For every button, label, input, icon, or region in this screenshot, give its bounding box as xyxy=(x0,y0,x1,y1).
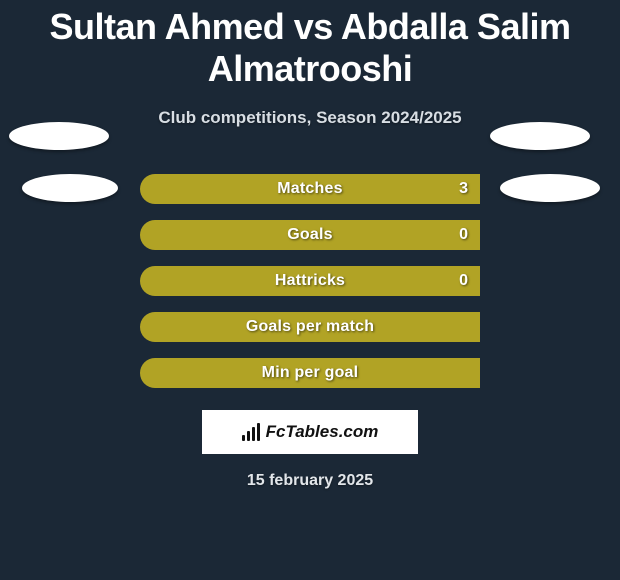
stat-label: Matches xyxy=(140,174,480,204)
stat-bar: Matches3 xyxy=(140,174,480,204)
stat-row: Min per goal xyxy=(0,350,620,396)
stat-row: Goals0 xyxy=(0,212,620,258)
stat-value: 3 xyxy=(459,174,468,204)
decorative-oval xyxy=(9,122,109,150)
brand-text: FcTables.com xyxy=(266,422,379,442)
stat-label: Goals xyxy=(140,220,480,250)
stat-value: 0 xyxy=(459,266,468,296)
decorative-oval xyxy=(22,174,118,202)
date-text: 15 february 2025 xyxy=(0,472,620,490)
stat-bar: Goals per match xyxy=(140,312,480,342)
brand-badge: FcTables.com xyxy=(202,410,418,454)
stat-row: Goals per match xyxy=(0,304,620,350)
stat-row: Hattricks0 xyxy=(0,258,620,304)
stat-label: Goals per match xyxy=(140,312,480,342)
stat-bar: Hattricks0 xyxy=(140,266,480,296)
decorative-oval xyxy=(500,174,600,202)
stat-label: Hattricks xyxy=(140,266,480,296)
stat-value: 0 xyxy=(459,220,468,250)
brand-bars-icon xyxy=(242,423,260,441)
page-title: Sultan Ahmed vs Abdalla Salim Almatroosh… xyxy=(0,0,620,90)
stat-bar: Goals0 xyxy=(140,220,480,250)
decorative-oval xyxy=(490,122,590,150)
stat-bar: Min per goal xyxy=(140,358,480,388)
stat-label: Min per goal xyxy=(140,358,480,388)
